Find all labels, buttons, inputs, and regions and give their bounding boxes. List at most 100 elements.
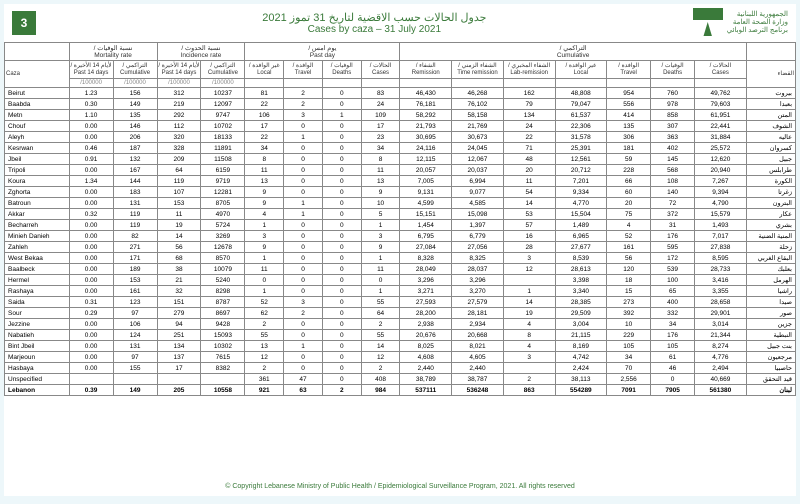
data-cell: 28,658 xyxy=(695,297,747,308)
data-cell: 123 xyxy=(113,297,157,308)
data-cell: 13 xyxy=(361,176,400,187)
data-cell: 0 xyxy=(284,231,323,242)
data-cell: 14 xyxy=(361,341,400,352)
data-cell: 15 xyxy=(607,286,651,297)
data-cell: 0 xyxy=(322,99,361,110)
data-cell: 1 xyxy=(322,110,361,121)
table-row: Jezzine0.0010694942820022,9382,93443,004… xyxy=(5,319,796,330)
data-cell: 0.91 xyxy=(69,154,113,165)
data-cell: 12,067 xyxy=(452,154,504,165)
data-cell: 4 xyxy=(245,209,284,220)
data-cell: 209 xyxy=(157,154,201,165)
data-cell: 4,776 xyxy=(695,352,747,363)
data-cell: 3,340 xyxy=(555,286,607,297)
data-cell: 15,098 xyxy=(452,209,504,220)
data-cell: 9,394 xyxy=(695,187,747,198)
group-header-cell: التراكمي /Cumulative xyxy=(400,43,746,61)
data-cell: 6,965 xyxy=(555,231,607,242)
data-cell: 31 xyxy=(651,220,695,231)
data-cell: 11 xyxy=(503,176,555,187)
table-row: Jbeil0.9113220911508800812,11512,0674812… xyxy=(5,154,796,165)
caza-arabic-cell: المنية الضنية xyxy=(746,231,795,242)
data-cell: 120 xyxy=(607,264,651,275)
data-cell: 28,037 xyxy=(452,264,504,275)
column-header-cell: التراكمي /Cumulative xyxy=(201,61,245,79)
data-cell: 24,045 xyxy=(452,143,504,154)
data-cell: 4,585 xyxy=(452,198,504,209)
data-cell: 3,398 xyxy=(555,275,607,286)
data-cell: 70 xyxy=(607,363,651,374)
data-cell: 4 xyxy=(503,341,555,352)
unit-header-cell xyxy=(503,79,555,88)
data-cell: 561380 xyxy=(695,385,747,396)
data-cell: 1 xyxy=(361,253,400,264)
data-cell: 28 xyxy=(503,242,555,253)
table-row: Chouf0.001461121070217001721,79321,76924… xyxy=(5,121,796,132)
data-cell: 0 xyxy=(322,264,361,275)
caza-name-cell: Aleyh xyxy=(5,132,70,143)
data-cell: 17 xyxy=(157,363,201,374)
data-cell: 9,077 xyxy=(452,187,504,198)
data-cell: 3,296 xyxy=(400,275,452,286)
data-cell: 536248 xyxy=(452,385,504,396)
data-cell: 2,556 xyxy=(607,374,651,385)
data-cell: 18133 xyxy=(201,132,245,143)
caza-arabic-cell: زحلة xyxy=(746,242,795,253)
data-cell: 4,605 xyxy=(452,352,504,363)
data-cell: 59 xyxy=(607,154,651,165)
data-cell: 8 xyxy=(503,330,555,341)
data-cell: 11 xyxy=(245,165,284,176)
data-cell: 135 xyxy=(607,121,651,132)
data-cell: 29,509 xyxy=(555,308,607,319)
data-cell: 10 xyxy=(361,198,400,209)
data-cell: 0.30 xyxy=(69,99,113,110)
data-cell: 228 xyxy=(607,165,651,176)
data-cell: 8,274 xyxy=(695,341,747,352)
data-cell: 22,306 xyxy=(555,121,607,132)
caza-name-cell: Batroun xyxy=(5,198,70,209)
data-cell: 863 xyxy=(503,385,555,396)
data-cell: 3 xyxy=(284,297,323,308)
data-cell: 97 xyxy=(113,308,157,319)
data-cell: 6,779 xyxy=(452,231,504,242)
data-cell: 0 xyxy=(322,363,361,374)
data-cell: 595 xyxy=(651,242,695,253)
data-cell: 19 xyxy=(503,308,555,319)
data-cell: 66 xyxy=(607,176,651,187)
data-cell: 0 xyxy=(284,154,323,165)
data-cell: 20,712 xyxy=(555,165,607,176)
data-cell: 1,397 xyxy=(452,220,504,231)
data-cell: 0 xyxy=(322,319,361,330)
caza-name-cell: Metn xyxy=(5,110,70,121)
unit-header-cell: /100000 xyxy=(201,79,245,88)
data-cell: 0.31 xyxy=(69,297,113,308)
data-cell: 176 xyxy=(651,231,695,242)
data-cell: 28,733 xyxy=(695,264,747,275)
column-header-cell: الوافدة /Travel xyxy=(607,61,651,79)
data-cell: 251 xyxy=(157,330,201,341)
data-cell: 219 xyxy=(157,99,201,110)
data-cell: 0.00 xyxy=(69,352,113,363)
data-cell: 12 xyxy=(503,264,555,275)
data-cell: 363 xyxy=(651,132,695,143)
group-header-cell xyxy=(5,43,70,61)
caza-name-cell: Baabda xyxy=(5,99,70,110)
data-cell: 0 xyxy=(284,264,323,275)
data-cell: 0 xyxy=(322,165,361,176)
table-row: Sour0.2997279869762206428,20028,1811929,… xyxy=(5,308,796,319)
caza-name-cell: Jezzine xyxy=(5,319,70,330)
data-cell: 149 xyxy=(113,99,157,110)
data-cell: 0 xyxy=(284,352,323,363)
data-cell: 34 xyxy=(245,143,284,154)
data-cell: 21,344 xyxy=(695,330,747,341)
data-cell: 0 xyxy=(322,308,361,319)
data-cell: 4,608 xyxy=(400,352,452,363)
caza-arabic-cell: عاليه xyxy=(746,132,795,143)
data-cell: 0 xyxy=(284,363,323,374)
unit-header-cell xyxy=(651,79,695,88)
logo-text: الجمهورية اللبنانية وزارة الصحة العامة ب… xyxy=(727,11,788,34)
data-cell: 0 xyxy=(322,297,361,308)
caza-arabic-cell: الشوف xyxy=(746,121,795,132)
data-cell: 30,695 xyxy=(400,132,452,143)
data-cell: 124 xyxy=(113,330,157,341)
